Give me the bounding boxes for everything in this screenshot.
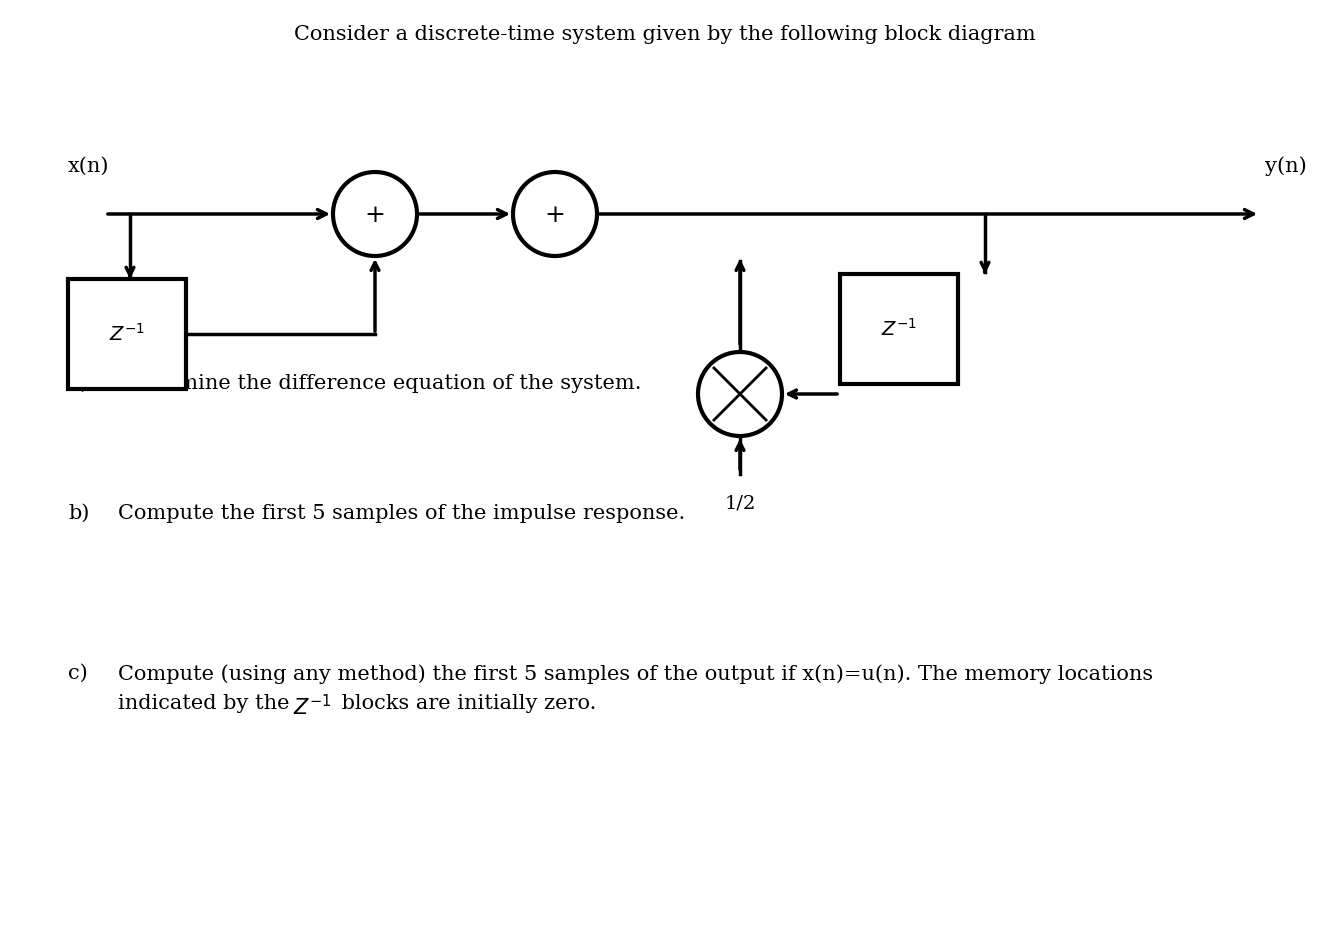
Text: Compute the first 5 samples of the impulse response.: Compute the first 5 samples of the impul… <box>118 504 685 523</box>
Text: x(n): x(n) <box>68 157 109 176</box>
Bar <box>841 274 958 384</box>
Text: blocks are initially zero.: blocks are initially zero. <box>335 694 596 713</box>
Text: y(n): y(n) <box>1265 156 1307 176</box>
Text: $Z^{-1}$: $Z^{-1}$ <box>109 323 145 345</box>
Circle shape <box>513 172 597 256</box>
Text: $Z^{-1}$: $Z^{-1}$ <box>293 694 331 719</box>
Text: indicated by the: indicated by the <box>118 694 297 713</box>
Circle shape <box>698 352 782 436</box>
Text: c): c) <box>68 664 88 683</box>
Text: Compute (using any method) the first 5 samples of the output if x(n)=u(n). The m: Compute (using any method) the first 5 s… <box>118 664 1153 684</box>
Text: Consider a discrete-time system given by the following block diagram: Consider a discrete-time system given by… <box>294 24 1036 44</box>
Text: b): b) <box>68 504 89 523</box>
Text: +: + <box>544 205 565 228</box>
Text: $Z^{-1}$: $Z^{-1}$ <box>880 318 916 340</box>
Circle shape <box>332 172 418 256</box>
Bar <box>68 279 186 389</box>
Text: Determine the difference equation of the system.: Determine the difference equation of the… <box>118 374 641 393</box>
Text: +: + <box>364 205 386 228</box>
Text: 1/2: 1/2 <box>725 494 755 512</box>
Text: a): a) <box>68 374 89 393</box>
